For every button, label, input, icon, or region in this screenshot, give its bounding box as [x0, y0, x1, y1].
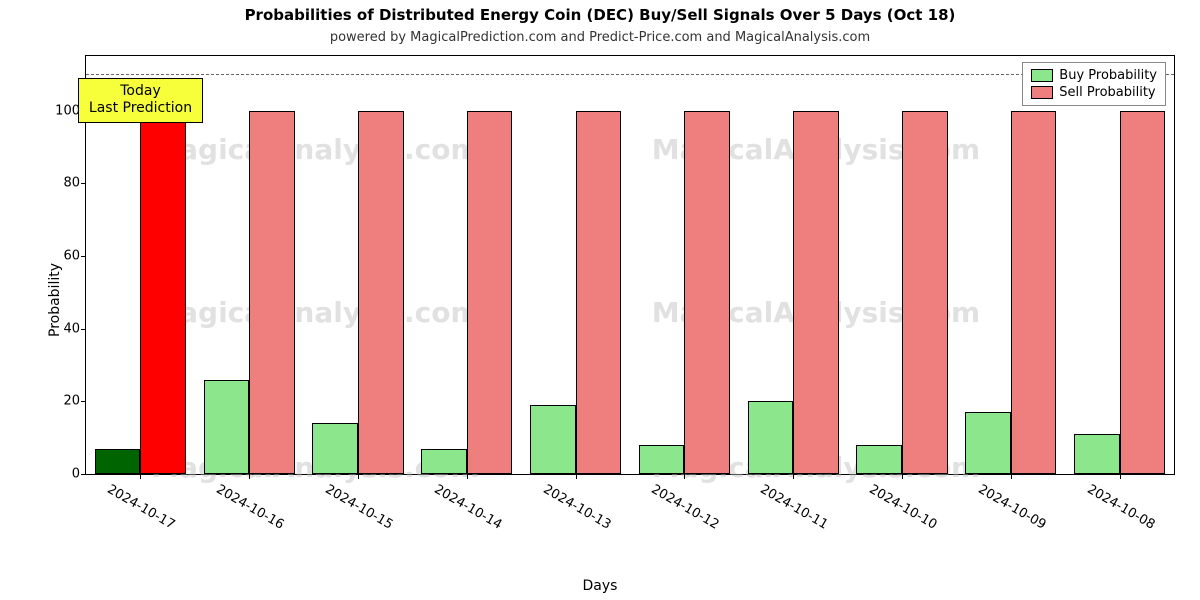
y-tick-label: 80	[40, 176, 80, 191]
x-tick-mark	[1011, 474, 1012, 479]
y-tick-mark	[81, 474, 86, 475]
bar-group	[421, 56, 512, 474]
sell-bar	[902, 111, 948, 474]
chart-title: Probabilities of Distributed Energy Coin…	[0, 6, 1200, 24]
legend-item: Sell Probability	[1031, 84, 1157, 101]
x-tick-label: 2024-10-16	[214, 482, 287, 533]
y-tick-label: 20	[40, 394, 80, 409]
buy-bar	[965, 412, 1011, 474]
bar-group	[312, 56, 403, 474]
y-tick-mark	[81, 329, 86, 330]
buy-bar	[639, 445, 685, 474]
sell-bar	[576, 111, 622, 474]
x-tick-mark	[793, 474, 794, 479]
annotation-line: Today	[89, 83, 192, 100]
y-tick-mark	[81, 401, 86, 402]
x-tick-mark	[249, 474, 250, 479]
figure: Probabilities of Distributed Energy Coin…	[0, 0, 1200, 600]
buy-bar	[204, 380, 250, 475]
legend-item: Buy Probability	[1031, 67, 1157, 84]
x-tick-mark	[358, 474, 359, 479]
buy-bar	[856, 445, 902, 474]
sell-bar	[140, 111, 186, 474]
buy-bar	[312, 423, 358, 474]
x-tick-mark	[684, 474, 685, 479]
bar-group	[965, 56, 1056, 474]
y-tick-label: 0	[40, 467, 80, 482]
legend-label: Buy Probability	[1059, 68, 1157, 83]
buy-bar	[1074, 434, 1120, 474]
x-tick-label: 2024-10-17	[105, 482, 178, 533]
x-tick-label: 2024-10-09	[975, 482, 1048, 533]
buy-bar	[95, 449, 141, 474]
y-tick-mark	[81, 183, 86, 184]
sell-bar	[467, 111, 513, 474]
legend-label: Sell Probability	[1059, 85, 1155, 100]
x-axis-label: Days	[0, 578, 1200, 594]
bar-group	[856, 56, 947, 474]
y-tick-label: 100	[40, 103, 80, 118]
sell-bar	[249, 111, 295, 474]
today-annotation: TodayLast Prediction	[78, 78, 203, 123]
sell-bar	[793, 111, 839, 474]
x-tick-label: 2024-10-11	[758, 482, 831, 533]
bar-group	[1074, 56, 1165, 474]
x-tick-label: 2024-10-10	[867, 482, 940, 533]
buy-bar	[748, 401, 794, 474]
legend-swatch	[1031, 69, 1053, 82]
x-tick-mark	[467, 474, 468, 479]
x-tick-label: 2024-10-12	[649, 482, 722, 533]
buy-bar	[530, 405, 576, 474]
x-tick-label: 2024-10-14	[431, 482, 504, 533]
x-tick-label: 2024-10-13	[540, 482, 613, 533]
buy-bar	[421, 449, 467, 474]
x-tick-mark	[902, 474, 903, 479]
bars-layer	[86, 56, 1174, 474]
x-tick-mark	[140, 474, 141, 479]
x-tick-label: 2024-10-08	[1084, 482, 1157, 533]
chart-subtitle: powered by MagicalPrediction.com and Pre…	[0, 30, 1200, 45]
sell-bar	[1120, 111, 1166, 474]
x-tick-label: 2024-10-15	[323, 482, 396, 533]
legend-swatch	[1031, 86, 1053, 99]
y-tick-label: 40	[40, 321, 80, 336]
legend: Buy Probability Sell Probability	[1022, 62, 1166, 106]
bar-group	[204, 56, 295, 474]
sell-bar	[1011, 111, 1057, 474]
annotation-line: Last Prediction	[89, 100, 192, 117]
bar-group	[530, 56, 621, 474]
sell-bar	[358, 111, 404, 474]
bar-group	[639, 56, 730, 474]
y-tick-label: 60	[40, 248, 80, 263]
x-tick-mark	[576, 474, 577, 479]
bar-group	[748, 56, 839, 474]
y-tick-mark	[81, 256, 86, 257]
sell-bar	[684, 111, 730, 474]
x-tick-mark	[1120, 474, 1121, 479]
plot-area: MagicalAnalysis.comMagicalAnalysis.comMa…	[85, 55, 1175, 475]
